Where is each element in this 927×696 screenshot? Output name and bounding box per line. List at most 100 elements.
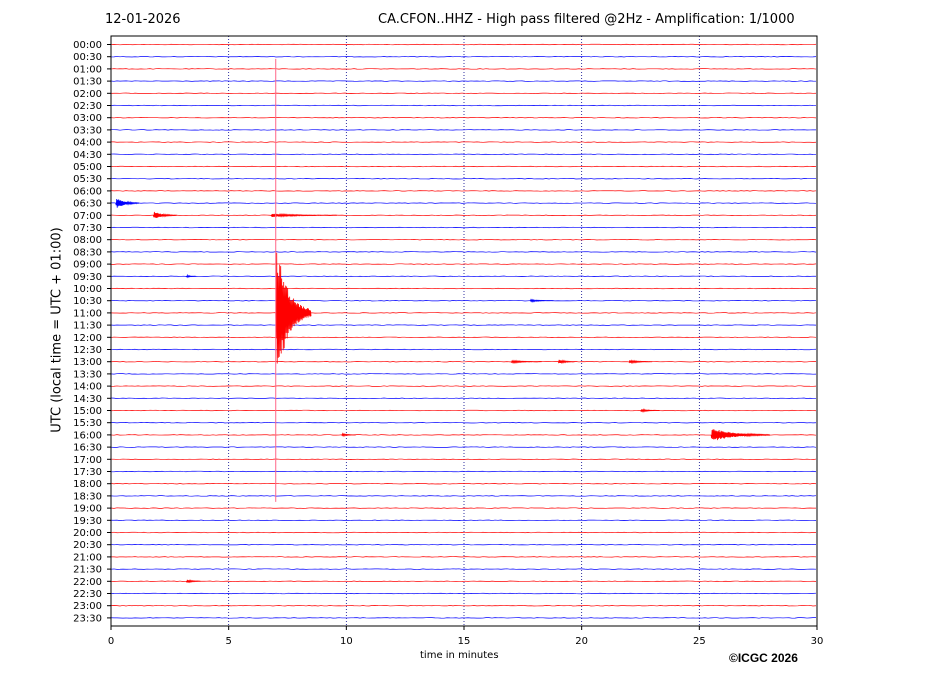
y-tick-label: 18:00	[73, 479, 102, 490]
y-tick-label: 21:30	[73, 565, 102, 576]
trace-line	[110, 104, 817, 107]
y-tick-label: 12:30	[73, 345, 102, 356]
seismic-event	[115, 198, 140, 208]
y-tick-label: 03:00	[73, 113, 102, 124]
trace-line	[110, 373, 817, 375]
trace-line	[110, 312, 817, 314]
x-axis-label: time in minutes	[420, 650, 499, 661]
y-tick-label: 06:30	[73, 199, 102, 210]
y-tick-label: 19:30	[73, 516, 102, 527]
y-tick-label: 11:00	[73, 308, 102, 319]
x-tick-label: 10	[340, 636, 353, 647]
x-tick-label: 25	[693, 636, 706, 647]
y-tick-label: 05:30	[73, 174, 102, 185]
y-tick-label: 17:00	[73, 455, 102, 466]
chart-title: CA.CFON..HHZ - High pass filtered @2Hz -…	[378, 12, 795, 27]
y-tick-label: 00:00	[73, 40, 102, 51]
trace-line	[110, 263, 817, 265]
trace-line	[110, 458, 817, 460]
trace-line	[110, 568, 817, 570]
trace-line	[110, 226, 817, 229]
trace-line	[110, 80, 817, 82]
seismic-event	[529, 298, 554, 303]
seismic-event	[640, 408, 660, 413]
trace-line	[110, 251, 817, 253]
trace-line	[110, 117, 817, 119]
copyright-notice: ©ICGC 2026	[729, 651, 798, 665]
y-tick-label: 04:30	[73, 150, 102, 161]
seismic-event	[510, 359, 542, 364]
x-tick-label: 20	[575, 636, 588, 647]
trace-line	[110, 507, 817, 509]
y-tick-label: 19:00	[73, 504, 102, 515]
y-tick-label: 20:30	[73, 540, 102, 551]
y-tick-label: 22:30	[73, 589, 102, 600]
trace-line	[110, 519, 817, 521]
trace-line	[110, 544, 817, 546]
trace-line	[110, 495, 817, 497]
trace-line	[110, 239, 817, 241]
x-axis-ticks: 0 5 10 15 20 25 30	[108, 626, 824, 647]
y-tick-label: 01:30	[73, 77, 102, 88]
chart-date: 12-01-2026	[105, 12, 181, 27]
trace-line	[110, 300, 817, 302]
seismic-event	[185, 579, 201, 584]
y-tick-label: 07:30	[73, 223, 102, 234]
trace-line	[110, 68, 817, 70]
y-tick-label: 02:30	[73, 101, 102, 112]
trace-line	[110, 470, 817, 473]
trace-line	[110, 165, 817, 168]
seismic-events	[115, 198, 771, 584]
y-tick-label: 18:30	[73, 491, 102, 502]
y-tick-label: 11:30	[73, 321, 102, 332]
seismic-event	[152, 211, 178, 218]
seismic-event	[557, 359, 575, 365]
trace-line	[110, 348, 817, 351]
y-tick-label: 23:00	[73, 601, 102, 612]
trace-line	[110, 580, 817, 582]
seismic-event	[186, 273, 196, 279]
y-tick-label: 04:00	[73, 138, 102, 149]
seismic-event	[341, 432, 356, 438]
y-tick-label: 13:00	[73, 357, 102, 368]
y-tick-label: 17:30	[73, 467, 102, 478]
trace-lines	[110, 43, 817, 619]
trace-line	[110, 178, 817, 180]
trace-line	[110, 214, 817, 216]
y-tick-label: 15:00	[73, 406, 102, 417]
y-tick-label: 12:00	[73, 333, 102, 344]
trace-line	[110, 617, 817, 619]
trace-line	[110, 361, 817, 363]
trace-line	[110, 385, 817, 387]
y-tick-label: 14:30	[73, 394, 102, 405]
y-tick-label: 13:30	[73, 369, 102, 380]
y-tick-label: 08:30	[73, 247, 102, 258]
x-tick-label: 30	[811, 636, 824, 647]
seismic-event	[275, 252, 312, 364]
y-tick-label: 23:30	[73, 613, 102, 624]
vertical-grid-lines	[228, 36, 700, 626]
y-tick-label: 00:30	[73, 52, 102, 63]
trace-line	[110, 446, 817, 448]
trace-line	[110, 141, 817, 143]
y-tick-label: 10:30	[73, 296, 102, 307]
y-tick-label: 09:30	[73, 272, 102, 283]
trace-line	[110, 336, 817, 338]
y-tick-label: 03:30	[73, 125, 102, 136]
y-tick-label: 01:00	[73, 64, 102, 75]
y-tick-label: 10:00	[73, 284, 102, 295]
x-tick-label: 15	[458, 636, 471, 647]
trace-line	[110, 92, 817, 94]
y-tick-label: 02:00	[73, 89, 102, 100]
y-tick-label: 06:00	[73, 186, 102, 197]
y-tick-label: 20:00	[73, 528, 102, 539]
y-tick-label: 21:00	[73, 552, 102, 563]
seismic-event	[710, 429, 771, 441]
trace-line	[110, 483, 817, 485]
y-tick-label: 14:00	[73, 382, 102, 393]
trace-line	[110, 397, 817, 399]
trace-line	[110, 275, 817, 277]
trace-line	[110, 153, 817, 155]
trace-line	[110, 202, 817, 204]
